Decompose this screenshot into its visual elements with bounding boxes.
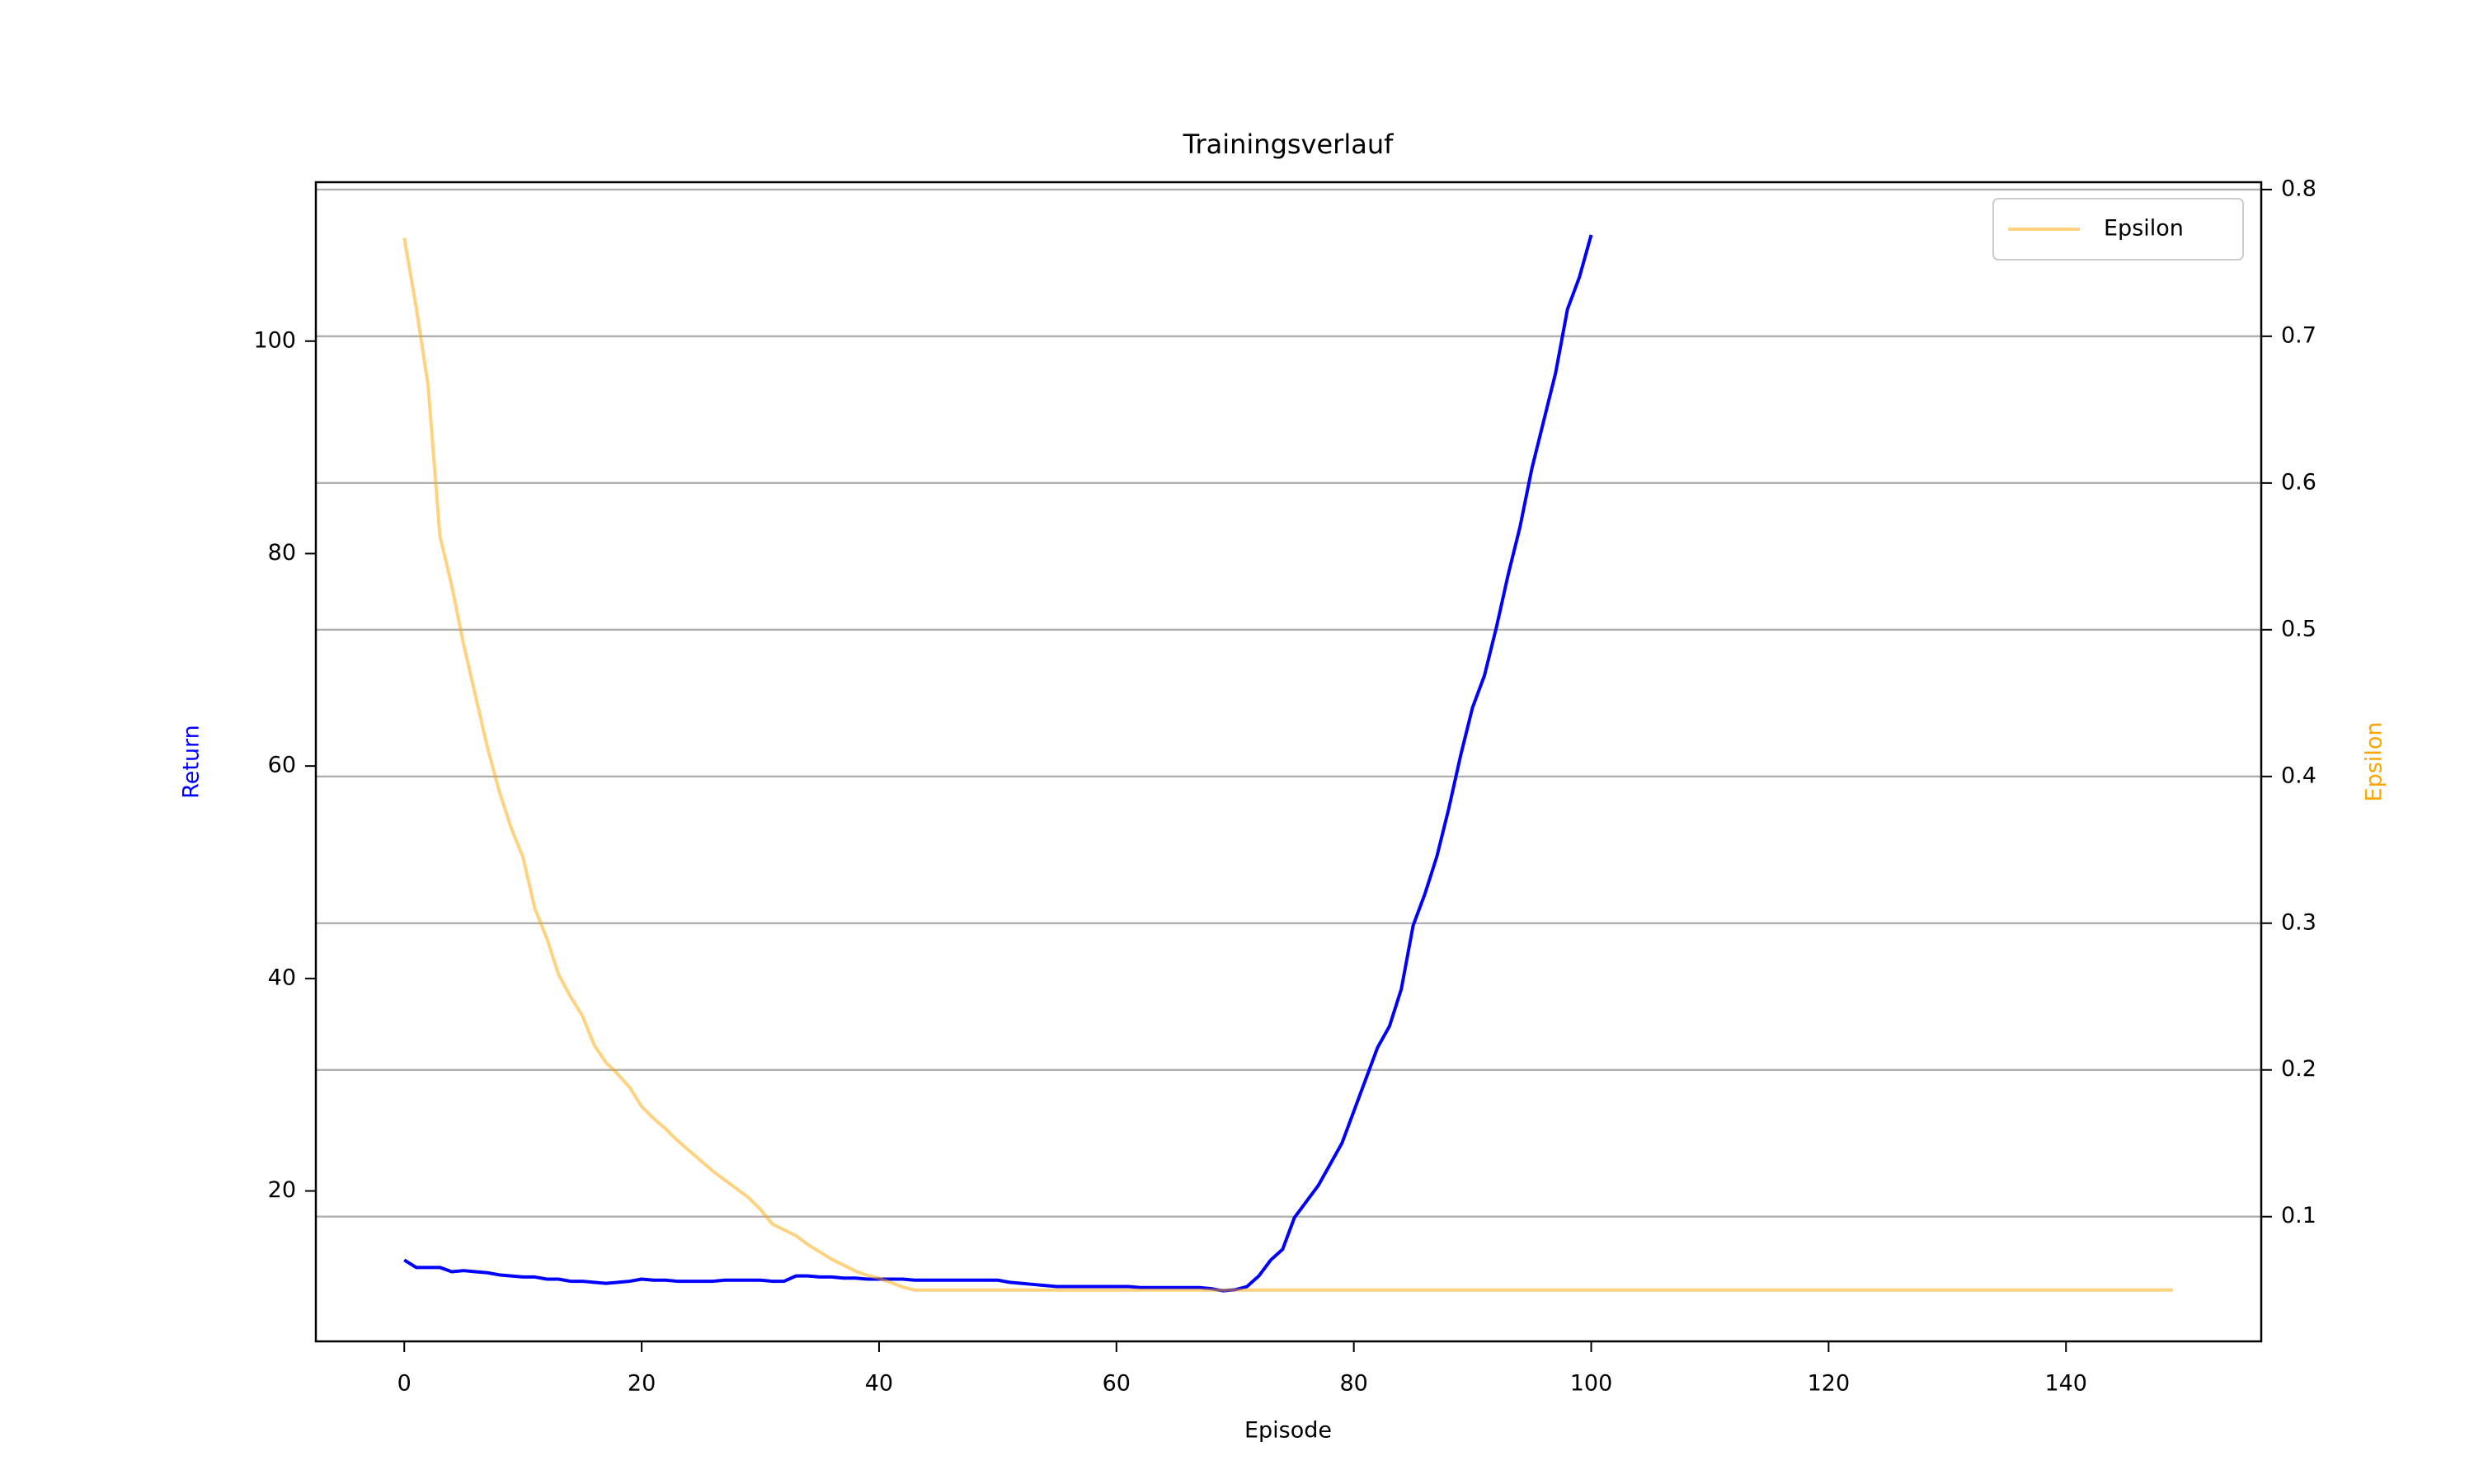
y2-tick-label: 0.3 [2281,909,2316,935]
y-axis-label: Return [179,725,205,799]
x-tick-label: 0 [397,1371,412,1397]
y-tick-label: 20 [268,1177,296,1203]
x-tick-label: 140 [2044,1371,2087,1397]
x-tick-label: 120 [1808,1371,1851,1397]
y-tick-label: 60 [268,753,296,778]
y2-tick-label: 0.1 [2281,1203,2316,1228]
y-tick-label: 40 [268,965,296,990]
x-tick-label: 60 [1103,1371,1131,1397]
y2-tick-label: 0.7 [2281,322,2316,348]
chart-title: Trainingsverlauf [1183,129,1395,160]
y2-tick-label: 0.4 [2281,763,2316,788]
x-tick-label: 40 [865,1371,893,1397]
y2-tick-label: 0.2 [2281,1056,2316,1082]
y2-tick-label: 0.8 [2281,176,2316,201]
plot-frame [314,181,2263,1343]
x-tick-label: 100 [1570,1371,1613,1397]
y2-tick-label: 0.6 [2281,469,2316,495]
y2-tick-label: 0.5 [2281,616,2316,641]
y-tick-label: 80 [268,540,296,566]
y2-axis-label: Epsilon [2362,722,2387,802]
y-tick-label: 100 [253,327,296,353]
data-line [403,234,1593,1293]
legend-box [1992,198,2244,261]
x-tick-label: 20 [628,1371,656,1397]
x-axis-label: Episode [1244,1418,1332,1444]
x-tick-label: 80 [1339,1371,1367,1397]
data-line [402,237,2173,1292]
legend-label: Epsilon [2104,216,2184,242]
